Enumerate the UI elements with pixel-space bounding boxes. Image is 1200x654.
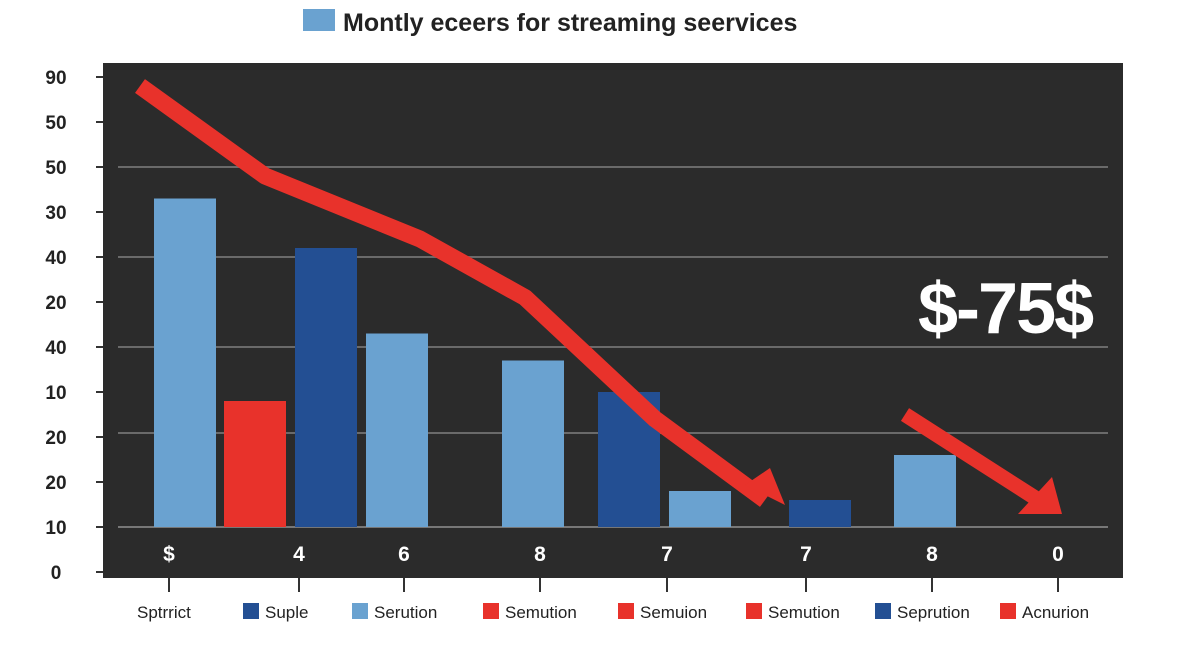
y-tick-label: 50 [45, 113, 66, 134]
legend-swatch [746, 603, 762, 619]
legend-swatch [243, 603, 259, 619]
legend-label: Suple [265, 603, 308, 622]
x-tick-label: 8 [926, 543, 938, 566]
y-tick-label: 40 [45, 248, 66, 269]
y-tick-label: 30 [45, 203, 66, 224]
annotation-label: $-75$ [918, 269, 1094, 349]
bar [224, 401, 286, 527]
y-tick-label: 20 [45, 428, 66, 449]
bar [789, 500, 851, 527]
y-tick-label: 40 [45, 338, 66, 359]
x-tick-label: 8 [534, 543, 546, 566]
bar [295, 248, 357, 527]
x-tick-label: 6 [398, 543, 410, 566]
legend-label: Semuion [640, 603, 707, 622]
x-tick-label: $ [163, 543, 175, 566]
bar [669, 491, 731, 527]
x-tick-label: 0 [1052, 543, 1064, 566]
legend-swatch [618, 603, 634, 619]
title-swatch [303, 9, 335, 31]
legend-swatch [875, 603, 891, 619]
x-tick-label: 4 [293, 543, 305, 566]
bar [154, 198, 216, 527]
legend-label: Serution [374, 603, 437, 622]
x-tick-label: 7 [800, 543, 812, 566]
legend-label: Acnurion [1022, 603, 1089, 622]
trend-line [135, 79, 771, 507]
trend-arrow-2 [900, 408, 1045, 508]
y-tick-label: 10 [45, 518, 66, 539]
bar [894, 455, 956, 527]
legend-label: Seprution [897, 603, 970, 622]
legend-swatch [483, 603, 499, 619]
bar [366, 333, 428, 527]
legend-swatch [352, 603, 368, 619]
y-tick-label: 90 [45, 68, 66, 89]
arrowhead-icon [1018, 477, 1062, 514]
y-tick-label: 50 [45, 158, 66, 179]
y-tick-label: 0 [51, 563, 62, 584]
x-tick-label: 7 [661, 543, 673, 566]
arrowhead-icon [745, 468, 785, 505]
legend-label: Sptrrict [137, 603, 191, 622]
bar [502, 360, 564, 527]
y-tick-label: 20 [45, 473, 66, 494]
legend-label: Semution [505, 603, 577, 622]
legend-swatch [1000, 603, 1016, 619]
y-tick-label: 10 [45, 383, 66, 404]
chart-title: Montly ecеers for streaming seervices [343, 9, 797, 37]
legend-label: Semution [768, 603, 840, 622]
y-tick-label: 20 [45, 293, 66, 314]
